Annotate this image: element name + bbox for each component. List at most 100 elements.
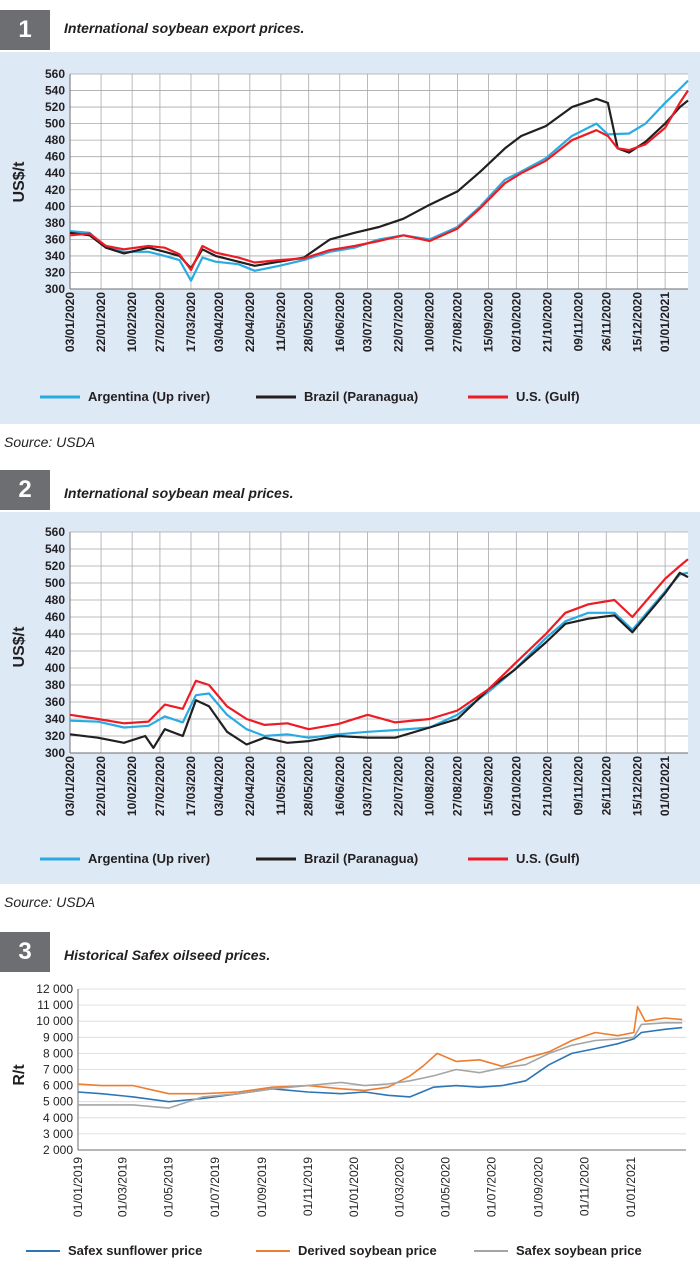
y-tick-label: 12 000 [36, 982, 73, 996]
y-tick-label: 380 [45, 678, 65, 692]
x-tick-label: 22/04/2020 [243, 292, 257, 352]
legend-label: Safex sunflower price [68, 1243, 202, 1258]
y-tick-label: 480 [45, 133, 65, 147]
y-tick-label: 360 [45, 695, 65, 709]
y-tick-label: 480 [45, 593, 65, 607]
x-tick-label: 22/04/2020 [243, 756, 257, 816]
x-tick-label: 01/03/2019 [116, 1157, 130, 1217]
x-tick-label: 01/01/2020 [347, 1157, 361, 1217]
legend-label: Derived soybean price [298, 1243, 437, 1258]
plot-area [70, 74, 688, 289]
legend-label: Argentina (Up river) [88, 851, 210, 866]
x-tick-label: 11/05/2020 [274, 756, 288, 816]
x-tick-label: 01/03/2020 [392, 1157, 406, 1217]
chart-title: Historical Safex oilseed prices. [64, 947, 271, 963]
series-line-3 [78, 1021, 683, 1109]
legend-label: U.S. (Gulf) [516, 851, 580, 866]
x-tick-label: 16/06/2020 [333, 292, 347, 352]
legend-label: Safex soybean price [516, 1243, 642, 1258]
y-tick-label: 520 [45, 100, 65, 114]
soybean-meal-price-chart: 300 320 340 360 380 400 420 440 460 480 500 520 540 5… [11, 525, 689, 866]
x-tick-label: 22/01/2020 [94, 292, 108, 352]
y-tick-label: 5 000 [43, 1095, 73, 1109]
x-tick-label: 01/01/2021 [658, 756, 672, 816]
safex-oilseed-price-chart: 2 000 3 000 4 000 5 000 6 000 7 000 8 000 9 000… [11, 982, 686, 1258]
x-tick-label: 15/12/2020 [630, 756, 644, 816]
y-tick-label: 500 [45, 576, 65, 590]
x-tick-label: 22/01/2020 [94, 756, 108, 816]
y-tick-label: 2 000 [43, 1143, 73, 1157]
y-tick-label: 540 [45, 542, 65, 556]
x-tick-label: 17/03/2020 [184, 292, 198, 352]
x-tick-label: 11/05/2020 [274, 292, 288, 352]
x-tick-label: 10/08/2020 [423, 756, 437, 816]
x-tick-label: 15/12/2020 [630, 292, 644, 352]
x-tick-label: 01/05/2019 [162, 1157, 176, 1217]
x-tick-label: 01/11/2020 [578, 1157, 592, 1216]
x-tick-label: 27/02/2020 [153, 756, 167, 816]
chart-panel: 2 000 3 000 4 000 5 000 6 000 7 000 8 000 9 000… [0, 975, 700, 1275]
legend-label: U.S. (Gulf) [516, 389, 580, 404]
x-tick-label: 01/09/2019 [255, 1157, 269, 1217]
series-line-2 [69, 571, 689, 749]
y-tick-label: 6 000 [43, 1079, 73, 1093]
chart-number-badge: 3 [0, 932, 50, 972]
x-tick-label: 26/11/2020 [599, 756, 613, 816]
chart-number-badge: 1 [0, 10, 50, 50]
source-note: Source: USDA [4, 894, 96, 910]
x-tick-label: 03/04/2020 [212, 756, 226, 816]
x-tick-label: 01/07/2019 [208, 1157, 222, 1217]
x-tick-label: 27/08/2020 [450, 756, 464, 816]
y-tick-label: 540 [45, 84, 65, 98]
x-tick-label: 22/07/2020 [392, 292, 406, 352]
y-axis-label: US$/t [11, 161, 28, 203]
x-tick-label: 15/09/2020 [482, 292, 496, 352]
x-tick-label: 16/06/2020 [333, 756, 347, 816]
x-tick-label: 02/10/2020 [509, 756, 523, 816]
y-tick-label: 380 [45, 216, 65, 230]
x-tick-label: 17/03/2020 [184, 756, 198, 816]
y-tick-label: 500 [45, 117, 65, 131]
y-tick-label: 7 000 [43, 1063, 73, 1077]
chart-title: International soybean meal prices. [64, 485, 294, 501]
y-tick-label: 360 [45, 232, 65, 246]
chart-title: International soybean export prices. [64, 20, 305, 36]
x-tick-label: 21/10/2020 [540, 756, 554, 816]
source-note: Source: USDA [4, 434, 96, 450]
series-line-2 [69, 97, 689, 270]
x-tick-label: 15/09/2020 [482, 756, 496, 816]
x-tick-label: 26/11/2020 [599, 292, 613, 352]
x-tick-label: 27/08/2020 [450, 292, 464, 352]
x-tick-label: 21/10/2020 [540, 292, 554, 352]
y-tick-label: 420 [45, 644, 65, 658]
y-tick-label: 440 [45, 627, 65, 641]
x-tick-label: 09/11/2020 [571, 292, 585, 352]
series-line-1 [77, 1026, 683, 1103]
y-tick-label: 11 000 [37, 998, 73, 1012]
soybean-export-price-chart: 300 320 340 360 380 400 420 440 460 480 500 520 540 5… [11, 67, 689, 404]
y-tick-label: 9 000 [43, 1030, 73, 1044]
x-tick-label: 22/07/2020 [392, 756, 406, 816]
series-line-3 [69, 89, 689, 272]
x-tick-label: 10/02/2020 [125, 292, 139, 352]
x-tick-label: 10/02/2020 [125, 756, 139, 816]
x-tick-label: 03/01/2020 [63, 756, 77, 816]
y-tick-label: 320 [45, 729, 65, 743]
x-tick-label: 10/08/2020 [423, 292, 437, 352]
x-tick-label: 01/01/2019 [71, 1157, 85, 1217]
y-tick-label: 10 000 [36, 1014, 73, 1028]
chart-panel: 300 320 340 360 380 400 420 440 460 480 500 520 540 5… [0, 512, 700, 884]
y-tick-label: 300 [45, 282, 65, 296]
plot-area [70, 532, 688, 753]
y-tick-label: 340 [45, 249, 65, 263]
y-tick-label: 560 [45, 525, 65, 539]
y-tick-label: 400 [45, 199, 65, 213]
x-tick-label: 01/01/2021 [624, 1157, 638, 1217]
y-tick-label: 340 [45, 712, 65, 726]
x-tick-label: 03/07/2020 [361, 756, 375, 816]
x-tick-label: 01/05/2020 [439, 1157, 453, 1217]
x-tick-label: 27/02/2020 [153, 292, 167, 352]
y-tick-label: 300 [45, 746, 65, 760]
legend-label: Brazil (Paranagua) [304, 389, 418, 404]
x-tick-label: 03/01/2020 [63, 292, 77, 352]
